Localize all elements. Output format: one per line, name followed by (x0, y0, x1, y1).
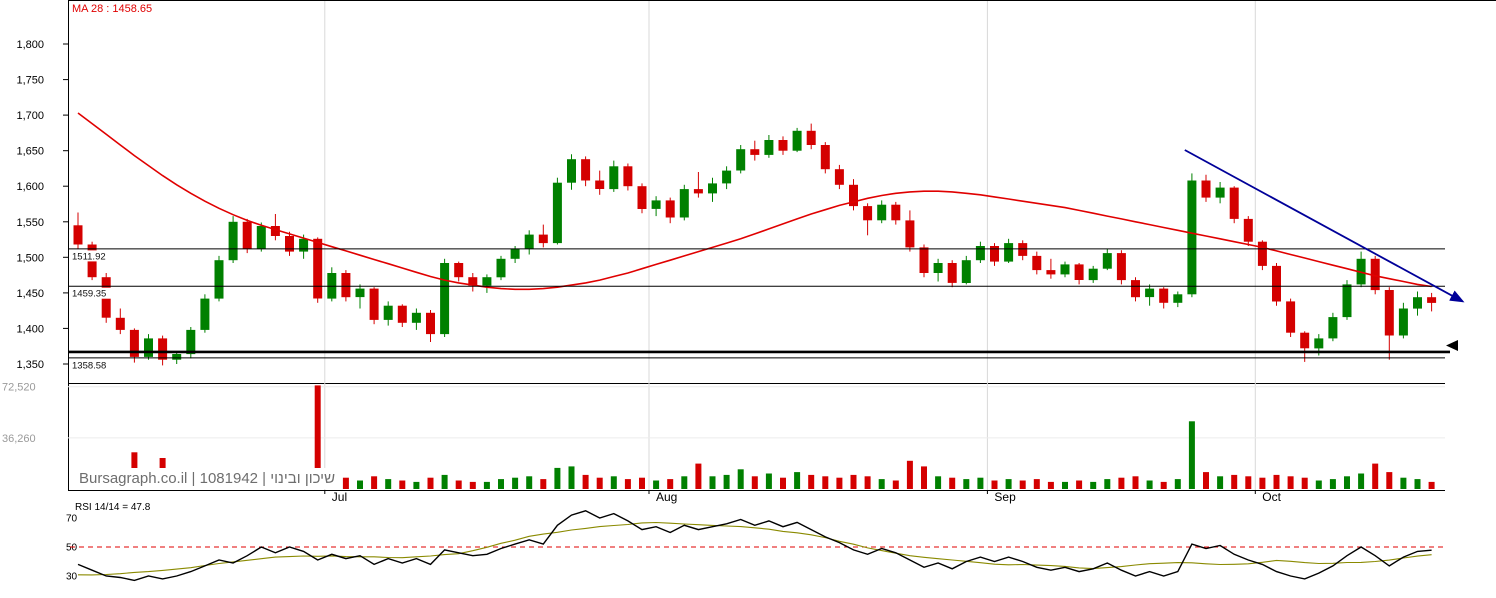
svg-text:1459.35: 1459.35 (72, 289, 106, 300)
svg-text:1,550: 1,550 (16, 217, 44, 229)
ma28-line (77, 112, 1432, 291)
svg-text:1,350: 1,350 (16, 359, 44, 371)
svg-text:1358.58: 1358.58 (72, 360, 106, 371)
svg-text:Jul: Jul (332, 490, 347, 504)
svg-text:1511.92: 1511.92 (72, 251, 106, 262)
svg-text:1,400: 1,400 (16, 323, 44, 335)
rsi-axis-labels: 70 50 30 (66, 514, 78, 583)
rsi-signal-line (77, 521, 1432, 576)
rsi-indicator-label: RSI 14/14 = 47.8 (75, 502, 151, 513)
svg-text:50: 50 (66, 543, 78, 554)
axes-frame (68, 0, 1496, 491)
svg-text:Sep: Sep (994, 490, 1016, 504)
candles (73, 123, 1437, 366)
level-arrow-marker (1446, 340, 1458, 351)
svg-text:30: 30 (66, 572, 78, 583)
svg-text:Oct: Oct (1262, 490, 1281, 504)
svg-text:36,260: 36,260 (2, 433, 36, 445)
svg-text:1,750: 1,750 (16, 75, 44, 87)
svg-text:1,500: 1,500 (16, 252, 44, 264)
svg-text:1,650: 1,650 (16, 146, 44, 158)
ma-indicator-label: MA 28 : 1458.65 (70, 3, 155, 15)
svg-text:1,800: 1,800 (16, 39, 44, 51)
support-resistance-lines[interactable]: 1511.92 1459.35 1358.58 (68, 248, 1445, 372)
svg-text:72,520: 72,520 (2, 382, 36, 394)
volume-axis-labels: 72,520 36,260 (2, 382, 1445, 445)
month-gridlines (324, 1, 1256, 494)
svg-text:1,600: 1,600 (16, 181, 44, 193)
month-labels: Jul Aug Sep Oct (332, 490, 1282, 504)
svg-text:Aug: Aug (656, 490, 677, 504)
svg-text:70: 70 (66, 514, 78, 525)
svg-text:1,450: 1,450 (16, 288, 44, 300)
price-axis-labels: 1,800 1,750 1,700 1,650 1,600 1,550 1,500 1,450… (16, 39, 68, 371)
rsi-line (77, 510, 1432, 582)
watermark: Bursagraph.co.il | 1081942 | שיכון ובינו… (74, 468, 341, 489)
svg-text:1,700: 1,700 (16, 110, 44, 122)
trendline[interactable] (1184, 149, 1465, 303)
